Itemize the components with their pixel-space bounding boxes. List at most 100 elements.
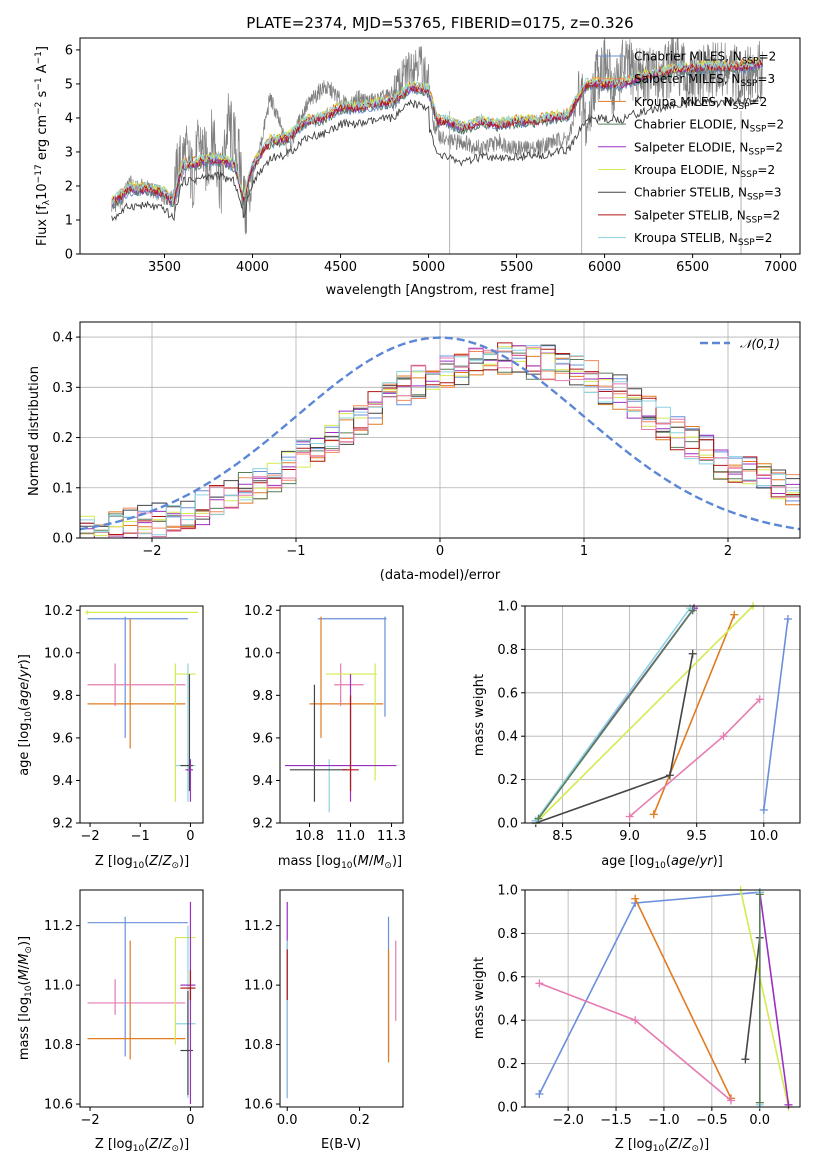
x-tick-label: 2 [724,544,732,559]
legend-entry: Salpeter STELIB, NSSP=2 [634,208,780,225]
y-tick-label: 11.2 [244,919,273,934]
y-tick-label: 9.4 [252,774,273,789]
x-tick-label: 10.0 [749,829,778,844]
x-tick-label: 5500 [500,260,533,275]
y-tick-label: 5 [65,77,73,92]
x-tick-label: 9.0 [619,829,640,844]
y-tick-label: 0.2 [497,773,518,788]
gaussian-curve [80,336,800,531]
x-tick-label: −1.5 [600,1113,632,1128]
y-tick-label: 6 [65,43,73,58]
x-tick-label: 6000 [588,260,621,275]
wAge-xlabel: age [log10(age/yr)] [601,854,723,871]
x-tick-label: −2.0 [552,1113,584,1128]
legend-subscript: SSP [742,57,759,67]
residual-histogram-step [80,345,800,538]
weight-vs-age-panel: 8.5 9.0 9.5 10.0 0.0 0.2 0.4 0.6 0.8 1.0 [497,600,801,844]
y-tick-label: 10.2 [244,604,273,619]
wZ-ylabel: mass weight [472,957,487,1039]
mass-weight-series-line [739,889,790,1108]
y-tick-label: 10.8 [244,1038,273,1053]
y-tick-label: 9.6 [252,731,273,746]
y-tick-label: 0.4 [497,1014,518,1029]
legend-entry: Salpeter ELODIE, NSSP=2 [634,140,783,157]
legend-value: =3 [757,72,775,86]
y-tick-label: 0.0 [497,1101,518,1116]
y-tick-label: 9.8 [252,689,273,704]
legend-value: =2 [765,140,783,154]
y-tick-label: 0.6 [497,970,518,985]
x-tick-label: 11.0 [336,829,365,844]
mZ-ylabel: mass [log10(M/M⊙)] [17,936,34,1060]
y-tick-label: 10.6 [44,1098,73,1113]
mZ-xlabel: Z [log10(Z/Z⊙)] [95,1137,189,1154]
legend-value: =2 [750,95,768,109]
legend-entry: Kroupa ELODIE, NSSP=2 [634,163,775,180]
y-tick-label: 10.0 [44,646,73,661]
x-tick-label: 0 [186,1113,194,1128]
axes-frame [79,605,204,824]
y-tick-label: 9.4 [52,774,73,789]
mass-weight-series-line [744,937,761,1060]
mass-weight-series-line [537,609,694,820]
y-tick-label: 1.0 [497,884,518,899]
legend-value: =2 [757,163,775,177]
y-tick-label: 10.0 [244,646,273,661]
legend-subscript: SSP [733,102,750,112]
spectrum-panel: 3500 4000 4500 5000 5500 6000 6500 7000 0 1 2 3 4 5 6 C… [65,37,801,275]
mass-weight-series-line [535,605,754,824]
x-tick-label: −1 [286,544,305,559]
legend-value: =2 [763,208,781,222]
y-tick-label: 0.4 [497,730,518,745]
legend-subscript: SSP [747,193,764,203]
axes-frame [79,889,204,1108]
hist-ylabel: Normed distribution [27,366,42,496]
mass-weight-series-line [759,892,790,1105]
y-tick-label: 1 [65,213,73,228]
axes-frame [279,889,404,1108]
x-tick-label: 0.0 [277,1113,298,1128]
x-tick-label: 0 [186,829,194,844]
legend-subscript: SSP [746,215,763,225]
legend-value: =3 [764,186,782,200]
mass-weight-series-line [653,614,736,815]
wAge-ylabel: mass weight [472,674,487,756]
x-tick-label: 4000 [236,260,269,275]
y-tick-label: 4 [65,111,73,126]
x-tick-label: 10.8 [295,829,324,844]
spectrum-ylabel: Flux [fλ10−17 erg cm−2 s−1 A−1] [34,46,52,246]
axes-frame [524,889,801,1108]
mass-weight-series-line [763,618,789,811]
y-tick-label: 3 [65,145,73,160]
spectrum-title: PLATE=2374, MJD=53765, FIBERID=0175, z=0… [246,14,633,32]
y-tick-label: 1.0 [497,600,518,615]
x-tick-label: −1 [131,829,150,844]
x-tick-label: 9.5 [686,829,707,844]
y-tick-label: 10.2 [44,604,73,619]
legend-entry: Chabrier STELIB, NSSP=3 [634,186,782,203]
y-tick-label: 0.8 [497,927,518,942]
legend-subscript: SSP [741,79,758,89]
y-tick-label: 11.2 [44,919,73,934]
model-spectrum-line [111,59,763,205]
y-tick-label: 0 [65,248,73,263]
legend-subscript: SSP [748,147,765,157]
legend-entry: 𝒩(0,1) [740,337,780,351]
ageZ-xlabel: Z [log10(Z/Z⊙)] [95,854,189,871]
y-tick-label: 10.6 [244,1098,273,1113]
y-tick-label: 0.4 [52,331,73,346]
legend-value: =2 [759,50,777,64]
x-tick-label: 1 [580,544,588,559]
x-tick-label: 4500 [324,260,357,275]
legend-entry: Chabrier ELODIE, NSSP=2 [634,118,784,135]
legend-subscript: SSP [741,170,758,180]
y-tick-label: 9.8 [52,689,73,704]
wZ-xlabel: Z [log10(Z/Z⊙)] [615,1137,709,1154]
x-tick-label: 11.3 [377,829,406,844]
y-tick-label: 9.2 [52,817,73,832]
ageM-xlabel: mass [log10(M/M⊙)] [278,854,402,871]
y-tick-label: 10.8 [44,1038,73,1053]
y-tick-label: 0.6 [497,686,518,701]
y-tick-label: 0.2 [52,431,73,446]
legend-entry: Chabrier MILES, NSSP=2 [634,50,776,67]
